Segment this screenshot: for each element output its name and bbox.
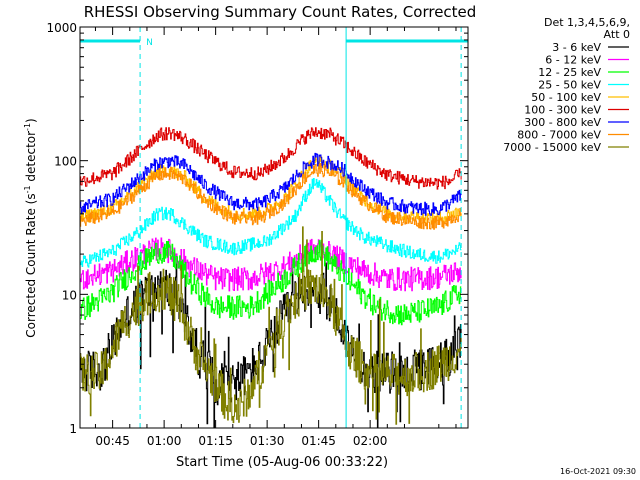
plot-frame — [79, 26, 469, 429]
y-axis-label-sup2: -1 — [23, 123, 32, 131]
y-axis-label-main: Corrected Count Rate (s — [24, 193, 38, 337]
y-axis-label-mid: detector — [24, 131, 38, 186]
generation-timestamp: 16-Oct-2021 09:30 — [560, 467, 636, 476]
legend-label-8: 7000 - 15000 keV — [503, 141, 601, 154]
series-line-3 — [80, 178, 462, 268]
x-tick-label-0: 00:45 — [95, 434, 130, 448]
y-tick-label-2: 100 — [54, 155, 77, 169]
legend-label-4: 50 - 100 keV — [531, 91, 601, 104]
x-tick-label-4: 01:45 — [301, 434, 336, 448]
legend-label-6: 300 - 800 keV — [524, 116, 601, 129]
series-line-8 — [80, 226, 462, 425]
legend-label-5: 100 - 300 keV — [524, 104, 601, 117]
x-axis-label: Start Time (05-Aug-06 00:33:22) — [176, 455, 388, 470]
y-tick-label-1: 10 — [62, 288, 77, 302]
series-line-5 — [80, 127, 462, 190]
legend-label-1: 6 - 12 keV — [545, 54, 601, 67]
y-axis-label-sup1: -1 — [23, 185, 32, 193]
legend-label-3: 25 - 50 keV — [538, 79, 601, 92]
legend-header-attenuator: Att 0 — [604, 28, 630, 41]
legend-label-0: 3 - 6 keV — [552, 41, 601, 54]
legend-header-detectors: Det 1,3,4,5,6,9, — [544, 16, 630, 29]
legend-label-7: 800 - 7000 keV — [517, 129, 601, 142]
y-tick-label-3: 1000 — [46, 21, 77, 35]
axis-layer: 1 10 100 1000 00:45 01:00 01:15 01:30 01:45 02:00 — [46, 21, 468, 448]
y-axis-label: Corrected Count Rate (s-1 detector-1) — [23, 118, 38, 337]
series-line-2 — [80, 239, 462, 326]
x-tick-label-3: 01:30 — [250, 434, 285, 448]
y-axis-label-end: ) — [24, 118, 38, 123]
series-line-7 — [80, 163, 462, 230]
data-layer — [80, 127, 462, 429]
chart-title: RHESSI Observing Summary Count Rates, Co… — [84, 3, 477, 21]
y-tick-label-0: 1 — [69, 422, 77, 436]
legend-label-2: 12 - 25 keV — [538, 66, 601, 79]
x-tick-label-2: 01:15 — [198, 434, 233, 448]
annotation-label-n: N — [146, 38, 153, 48]
series-line-6 — [80, 152, 462, 216]
series-line-1 — [80, 237, 462, 292]
x-tick-label-1: 01:00 — [147, 434, 182, 448]
x-tick-label-5: 02:00 — [353, 434, 388, 448]
